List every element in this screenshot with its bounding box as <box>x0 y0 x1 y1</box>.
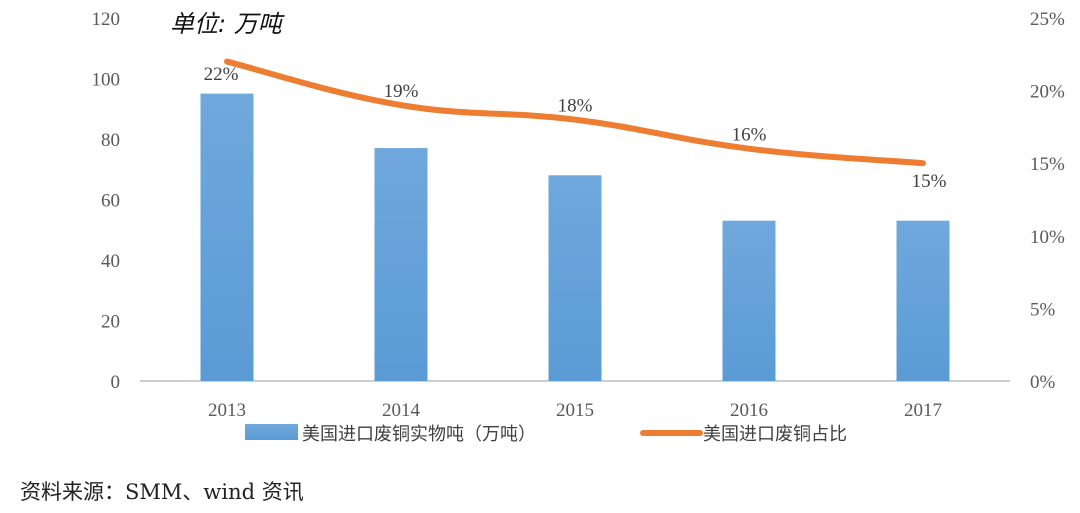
y-left-tick-label: 40 <box>101 251 120 272</box>
y-left-tick-label: 0 <box>111 372 121 393</box>
bar <box>548 175 602 381</box>
bar <box>896 220 950 381</box>
y-right-tick-label: 15% <box>1030 154 1065 175</box>
bar <box>200 93 254 381</box>
legend-label-bar: 美国进口废铜实物吨（万吨） <box>302 424 536 445</box>
unit-label: 单位: 万吨 <box>170 10 282 38</box>
legend-label-line: 美国进口废铜占比 <box>703 424 847 445</box>
data-label: 18% <box>558 96 593 117</box>
bar <box>374 148 428 381</box>
y-left-tick-label: 20 <box>101 312 120 333</box>
data-label: 16% <box>732 125 767 146</box>
data-label: 22% <box>204 64 239 85</box>
x-tick-label: 2013 <box>208 400 246 421</box>
x-tick-label: 2014 <box>382 400 421 421</box>
x-tick-label: 2016 <box>730 400 768 421</box>
y-left-tick-label: 120 <box>92 9 121 30</box>
source-note: 资料来源：SMM、wind 资讯 <box>20 480 304 504</box>
x-tick-label: 2017 <box>904 400 942 421</box>
x-tick-label: 2015 <box>556 400 594 421</box>
y-right-tick-label: 5% <box>1030 299 1056 320</box>
y-left-tick-label: 60 <box>101 191 120 212</box>
y-left-tick-label: 100 <box>92 70 121 91</box>
y-right-tick-label: 10% <box>1030 227 1065 248</box>
y-right-tick-label: 0% <box>1030 372 1056 393</box>
series-line <box>224 58 926 167</box>
data-label: 19% <box>384 81 419 102</box>
bar <box>722 220 776 381</box>
data-label: 15% <box>912 171 947 192</box>
y-right-tick-label: 20% <box>1030 82 1065 103</box>
legend-swatch-bar <box>245 424 298 440</box>
y-left-tick-label: 80 <box>101 130 120 151</box>
y-right-tick-label: 25% <box>1030 9 1065 30</box>
